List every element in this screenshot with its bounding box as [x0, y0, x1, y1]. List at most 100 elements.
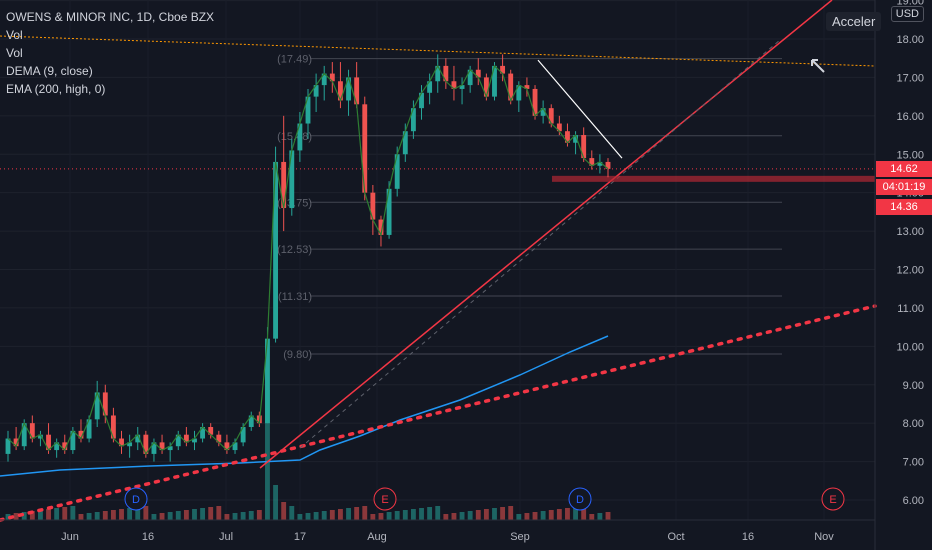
indicator-ema[interactable]: EMA (200, high, 0) — [6, 82, 106, 96]
volume-bar — [110, 510, 116, 520]
volume-bar — [175, 511, 181, 520]
y-tick-label: 15.00 — [896, 149, 924, 161]
volume-bar — [402, 510, 408, 520]
volume-bar — [329, 510, 335, 520]
candle — [62, 442, 68, 451]
event-marker-earnings[interactable]: E — [821, 487, 845, 511]
candle — [232, 442, 238, 451]
event-marker-earnings[interactable]: E — [373, 487, 397, 511]
volume-bar — [54, 508, 60, 520]
candle — [151, 442, 157, 454]
candle — [21, 423, 27, 447]
volume-bar — [589, 514, 595, 520]
candle — [475, 69, 481, 78]
candle — [346, 77, 351, 101]
volume-bar — [38, 510, 43, 520]
event-marker-dividend[interactable]: D — [124, 487, 148, 511]
candle — [467, 69, 473, 86]
volume-bar — [265, 390, 270, 520]
candle — [216, 434, 222, 443]
candle — [492, 65, 497, 97]
candle — [451, 81, 457, 89]
y-tick-label: 17.00 — [896, 72, 924, 84]
volume-bar — [386, 512, 392, 520]
candle — [402, 131, 408, 155]
candle — [443, 65, 449, 82]
projection-line — [299, 39, 781, 449]
candle — [378, 219, 384, 235]
x-tick-label: 16 — [742, 531, 754, 543]
candle — [597, 161, 603, 166]
acceleration-tool-label[interactable]: Acceler — [826, 12, 882, 31]
dema-line — [7, 64, 609, 456]
support-zone — [552, 175, 875, 182]
candle — [5, 438, 11, 454]
candle — [459, 85, 465, 89]
candle — [329, 73, 335, 82]
fib-level-label: (12.53) — [277, 244, 312, 256]
y-tick-label: 16.00 — [896, 111, 924, 123]
y-tick-label: 11.00 — [897, 303, 924, 315]
x-tick-label: Jun — [61, 531, 79, 543]
volume-bar — [224, 514, 230, 520]
volume-bar — [119, 509, 124, 520]
volume-bar — [297, 514, 303, 520]
indicator-vol-2[interactable]: Vol — [6, 46, 23, 60]
fib-level-label: (11.31) — [278, 291, 312, 303]
y-tick-label: 13.00 — [896, 226, 924, 238]
volume-bar — [532, 512, 538, 520]
volume-bar — [354, 507, 360, 520]
x-tick-label: 16 — [142, 531, 154, 543]
volume-bar — [419, 508, 424, 520]
volume-bar — [362, 506, 368, 520]
candle — [540, 108, 546, 116]
svg-text:E: E — [381, 494, 388, 506]
candle — [565, 131, 570, 143]
candle — [532, 88, 538, 116]
volume-bar — [378, 513, 384, 520]
symbol-title[interactable]: OWENS & MINOR INC, 1D, Cboe BZX — [6, 10, 215, 24]
y-tick-label: 12.00 — [896, 265, 924, 277]
volume-bar — [70, 506, 76, 520]
candle — [273, 161, 278, 339]
x-tick-label: Aug — [367, 531, 387, 543]
event-marker-dividend[interactable]: D — [568, 487, 592, 511]
volume-bar — [605, 512, 611, 520]
candle — [183, 434, 189, 443]
candle — [86, 419, 92, 439]
candle — [127, 442, 133, 447]
candle — [362, 104, 368, 193]
candle — [410, 108, 416, 132]
resistance-line — [0, 35, 876, 67]
ema-price-tag: 14.36 — [876, 198, 932, 215]
volume-bar — [46, 509, 51, 520]
candle — [524, 85, 530, 89]
candle — [248, 415, 254, 428]
candle — [192, 438, 197, 443]
indicator-dema[interactable]: DEMA (9, close) — [6, 64, 93, 78]
candle — [370, 192, 376, 220]
volume-bar — [183, 510, 189, 520]
candle — [265, 338, 270, 424]
volume-bar — [135, 507, 141, 520]
volume-bar — [524, 513, 530, 520]
svg-text:E: E — [829, 494, 836, 506]
candle — [289, 150, 295, 209]
volume-bar — [232, 513, 238, 520]
volume-bar — [516, 514, 522, 520]
volume-bar — [5, 514, 11, 520]
volume-bar — [143, 506, 149, 520]
candle — [143, 434, 149, 454]
candle — [102, 392, 108, 416]
volume-bar — [216, 506, 222, 520]
candle — [46, 434, 51, 451]
volume-bar — [240, 512, 246, 520]
volume-bar — [451, 513, 457, 520]
candle — [338, 81, 343, 101]
candle — [119, 438, 124, 447]
candle — [581, 135, 587, 159]
volume-bar — [13, 513, 19, 520]
fib-level-label: (17.49) — [277, 54, 312, 66]
indicator-vol-1[interactable]: Vol — [6, 28, 23, 42]
currency-button[interactable]: USD — [890, 6, 924, 22]
